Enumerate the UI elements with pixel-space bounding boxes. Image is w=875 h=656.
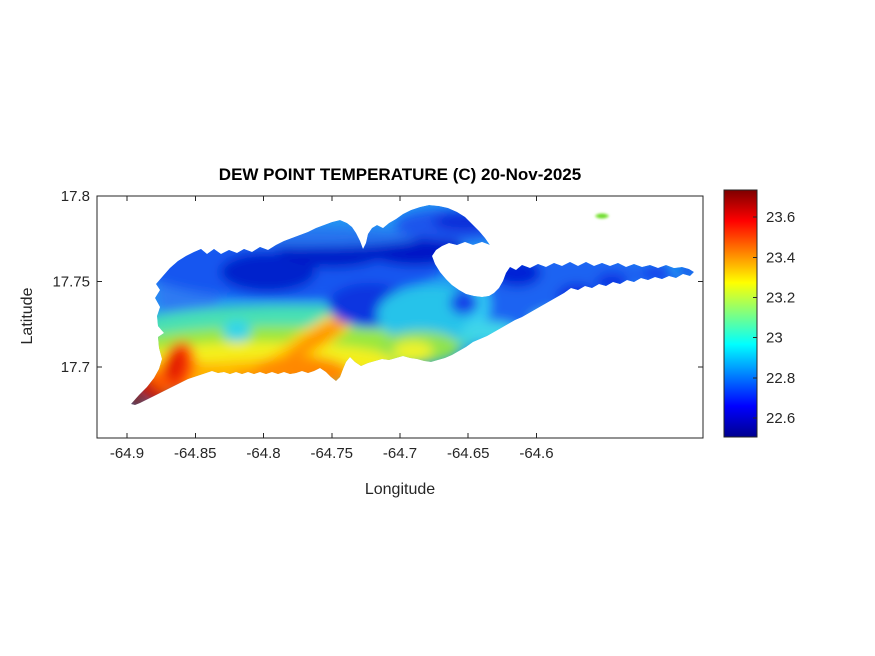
field-blob <box>530 310 582 332</box>
field-blob <box>557 284 597 310</box>
island-st-croix-field <box>131 205 694 405</box>
field-blob <box>131 392 145 405</box>
colorbar-tick-label: 22.8 <box>766 370 795 387</box>
x-tick-label: -64.75 <box>310 445 353 462</box>
field-blob <box>493 259 541 287</box>
colorbar-tick-label: 23 <box>766 330 783 347</box>
field-blob <box>433 213 493 231</box>
field-blob <box>642 264 670 280</box>
x-tick-label: -64.8 <box>246 445 280 462</box>
field-blob <box>450 291 478 315</box>
x-tick-label: -64.7 <box>383 445 417 462</box>
field-blob <box>220 252 316 292</box>
field-blob <box>165 349 185 383</box>
field-blob <box>679 266 694 276</box>
colorbar-tick-label: 22.6 <box>766 410 795 427</box>
field-blob <box>282 316 350 362</box>
chart-title: DEW POINT TEMPERATURE (C) 20-Nov-2025 <box>218 165 582 184</box>
field-blob <box>223 320 251 342</box>
field-blob <box>596 273 628 293</box>
field-blob <box>460 321 520 343</box>
colorbar-gradient <box>724 190 757 437</box>
colorbar-box <box>723 189 758 438</box>
x-tick-label: -64.9 <box>110 445 144 462</box>
y-axis-label: Latitude <box>19 287 36 345</box>
colorbar-tick-label: 23.6 <box>766 209 795 226</box>
field-blob <box>180 227 420 247</box>
field-blob <box>592 286 672 314</box>
field-blob <box>550 312 570 324</box>
y-tick-label: 17.75 <box>52 274 90 291</box>
field-blob <box>393 341 433 361</box>
y-tick-label: 17.7 <box>61 359 90 376</box>
field-blob <box>208 369 292 393</box>
axis-ticks <box>97 195 703 438</box>
offshore-islet <box>595 213 609 219</box>
y-tick-label: 17.8 <box>61 188 90 205</box>
colorbar-tick-label: 23.4 <box>766 249 795 266</box>
x-tick-label: -64.65 <box>447 445 490 462</box>
x-tick-label: -64.85 <box>174 445 217 462</box>
dew-point-field-blobs <box>131 209 694 405</box>
x-axis-label: Longitude <box>364 481 436 498</box>
x-tick-label: -64.6 <box>519 445 553 462</box>
colorbar-tick-label: 23.2 <box>766 289 795 306</box>
